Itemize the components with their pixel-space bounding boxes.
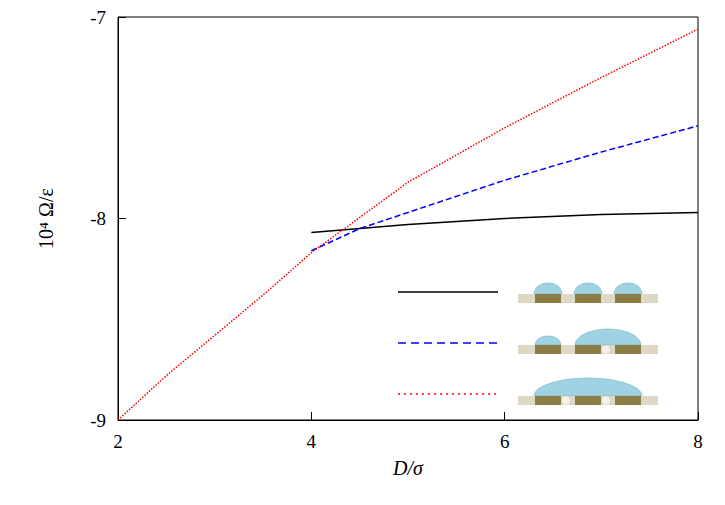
svg-text:-9: -9 bbox=[90, 410, 106, 431]
svg-text:-8: -8 bbox=[90, 208, 106, 229]
svg-text:D/σ: D/σ bbox=[392, 457, 424, 479]
svg-text:4: 4 bbox=[307, 431, 317, 452]
svg-text:-7: -7 bbox=[90, 7, 106, 28]
svg-text:6: 6 bbox=[500, 431, 510, 452]
svg-text:2: 2 bbox=[113, 431, 123, 452]
svg-text:8: 8 bbox=[693, 431, 703, 452]
svg-text:10⁴ Ω/ε: 10⁴ Ω/ε bbox=[35, 188, 57, 249]
